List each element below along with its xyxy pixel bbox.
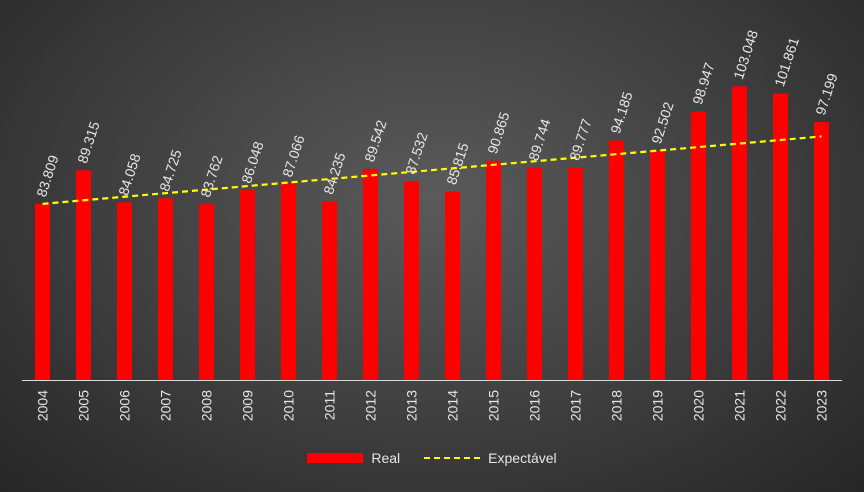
x-tick-2010: 2010: [281, 390, 297, 421]
data-label-2020: 98.947: [689, 60, 718, 106]
x-tick-2019: 2019: [650, 390, 666, 421]
bar-2019: [650, 150, 665, 380]
bar-2015: [486, 160, 501, 380]
bar-2013: [404, 181, 419, 380]
data-label-2021: 103.048: [730, 28, 761, 81]
x-tick-2020: 2020: [691, 390, 707, 421]
bar-2023: [814, 122, 829, 381]
data-labels-layer: 83.809 89.315 84.058 84.725 83.762 86.048 87.0…: [33, 28, 841, 199]
data-label-2005: 89.315: [74, 119, 103, 165]
x-tick-2007: 2007: [158, 390, 174, 421]
bar-2005: [76, 170, 91, 380]
legend-item-real[interactable]: Real: [307, 450, 400, 466]
x-tick-2011: 2011: [322, 390, 338, 420]
data-label-2010: 87.066: [279, 133, 308, 179]
bar-2020: [691, 111, 706, 380]
bar-2008: [199, 204, 214, 380]
bar-2018: [609, 140, 624, 380]
legend-swatch-real: [307, 453, 364, 463]
bar-2016: [527, 167, 542, 380]
bar-2009: [240, 190, 255, 380]
bar-2014: [445, 191, 460, 380]
x-tick-labels-layer: 2004 2005 2006 2007 2008 2009 2010 2011 2012 2013…: [35, 390, 830, 421]
data-label-2018: 94.185: [607, 90, 636, 136]
data-label-2004: 83.809: [33, 153, 62, 199]
data-label-2012: 89.542: [361, 118, 390, 164]
x-tick-2009: 2009: [240, 390, 256, 421]
data-label-2008: 83.762: [197, 153, 226, 199]
bar-2011: [322, 201, 337, 380]
bar-2010: [281, 183, 296, 380]
x-tick-2021: 2021: [732, 390, 748, 421]
data-label-2022: 101.861: [771, 35, 802, 88]
x-tick-2014: 2014: [445, 390, 461, 421]
data-label-2015: 90.865: [484, 110, 513, 156]
x-tick-2008: 2008: [199, 390, 215, 421]
data-label-2014: 85.815: [443, 141, 472, 187]
legend: Real Expectável: [0, 450, 864, 466]
bar-2006: [117, 202, 132, 380]
bar-2004: [35, 203, 50, 380]
x-tick-2016: 2016: [527, 390, 543, 421]
x-tick-2017: 2017: [568, 390, 584, 421]
bar-2017: [568, 167, 583, 380]
x-tick-2015: 2015: [486, 390, 502, 421]
trend-line-expected: [42, 135, 822, 205]
data-label-2009: 86.048: [238, 139, 267, 185]
trend-layer: [42, 135, 822, 205]
bar-2012: [363, 168, 378, 380]
x-tick-2022: 2022: [773, 390, 789, 421]
x-tick-2004: 2004: [35, 390, 51, 421]
data-label-2019: 92.502: [648, 100, 677, 146]
x-tick-2018: 2018: [609, 390, 625, 421]
x-tick-2012: 2012: [363, 390, 379, 421]
x-tick-2006: 2006: [117, 390, 133, 421]
bars-layer: [35, 86, 829, 381]
data-label-2006: 84.058: [115, 151, 144, 197]
legend-swatch-expected: [424, 457, 481, 459]
legend-item-expected[interactable]: Expectável: [424, 450, 557, 466]
x-tick-2023: 2023: [814, 390, 830, 421]
legend-label-expected: Expectável: [488, 450, 557, 466]
x-tick-2013: 2013: [404, 390, 420, 421]
data-label-2023: 97.199: [812, 71, 841, 117]
data-label-2016: 89.744: [525, 117, 554, 163]
bar-2021: [732, 86, 747, 380]
data-label-2007: 84.725: [156, 147, 185, 193]
x-tick-2005: 2005: [76, 390, 92, 421]
data-label-2011: 84.235: [320, 150, 349, 196]
bar-2022: [773, 93, 788, 380]
data-label-2013: 87.532: [402, 130, 431, 176]
bar-2007: [158, 198, 173, 380]
legend-label-real: Real: [371, 450, 401, 466]
